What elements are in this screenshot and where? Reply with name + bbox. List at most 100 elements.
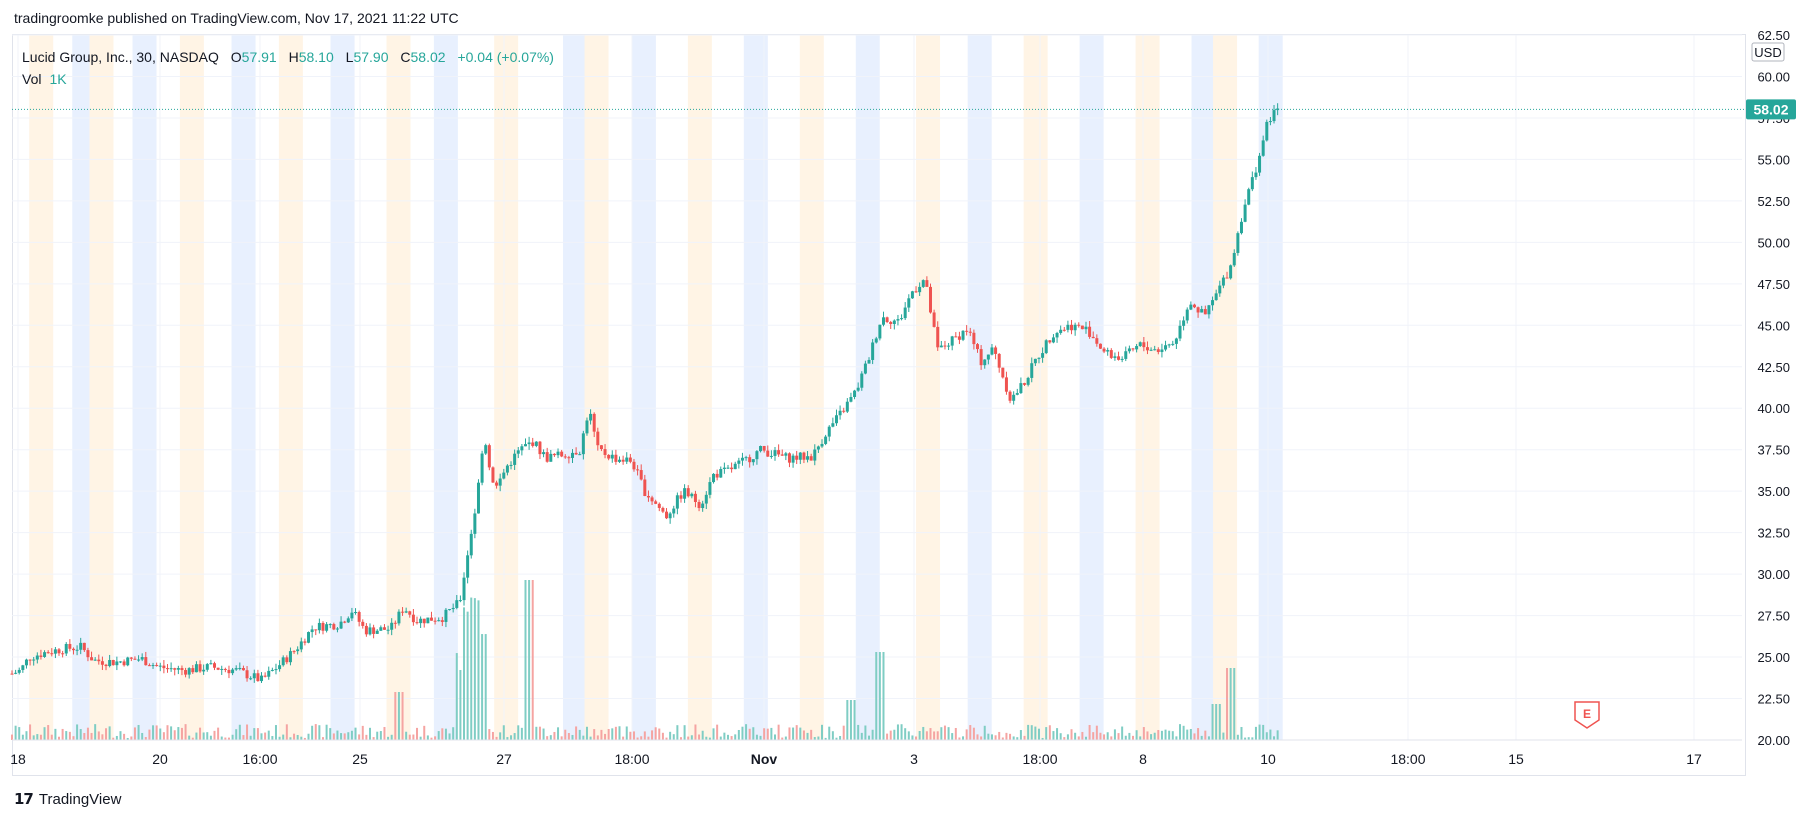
last-price-badge: 58.02 xyxy=(1746,99,1796,120)
publisher-text: tradingroomke published on TradingView.c… xyxy=(14,10,459,26)
volume-bars xyxy=(11,580,1279,740)
volume-bar xyxy=(311,725,314,740)
volume-bar xyxy=(1244,737,1247,740)
volume-bar xyxy=(654,727,657,740)
candle-body xyxy=(570,452,574,458)
volume-bar xyxy=(925,731,928,740)
candle-body xyxy=(585,420,589,434)
candle-body xyxy=(32,659,36,661)
volume-bar xyxy=(940,727,943,740)
candle-body xyxy=(1055,332,1059,338)
volume-bar xyxy=(1077,736,1080,740)
volume-bar xyxy=(423,725,426,740)
candle-body xyxy=(429,617,433,621)
candle-body xyxy=(827,426,831,437)
volume-bar xyxy=(50,734,53,740)
candle-body xyxy=(744,457,748,459)
price-tick-label: 50.00 xyxy=(1757,235,1790,250)
volume-bar xyxy=(726,734,729,740)
volume-bar xyxy=(860,732,863,740)
candle-body xyxy=(1153,349,1157,351)
volume-bar xyxy=(962,736,965,740)
tradingview-brand[interactable]: 17 TradingView xyxy=(14,790,121,808)
volume-bar xyxy=(123,733,126,740)
volume-bar xyxy=(188,735,191,740)
volume-bar xyxy=(759,735,762,740)
candle-body xyxy=(357,612,361,622)
volume-bar xyxy=(137,724,140,740)
candle-body xyxy=(527,442,531,445)
candle-body xyxy=(661,507,665,512)
candle-body xyxy=(411,614,415,623)
candle-body xyxy=(122,661,126,666)
volume-bar xyxy=(658,728,661,740)
candle-body xyxy=(722,467,726,470)
volume-bar xyxy=(401,692,404,740)
candle-body xyxy=(708,482,712,495)
candle-body xyxy=(285,657,289,663)
candle-body xyxy=(379,627,383,631)
price-tick-label: 37.50 xyxy=(1757,443,1790,458)
candle-body xyxy=(751,459,755,463)
candle-body xyxy=(592,413,596,432)
volume-bar xyxy=(278,736,281,740)
candle-body xyxy=(1084,326,1088,330)
volume-bar xyxy=(1240,726,1243,740)
volume-bar xyxy=(1189,728,1192,740)
candle-body xyxy=(1145,347,1149,351)
candle-body xyxy=(476,482,480,514)
volume-bar xyxy=(470,597,473,740)
candle-body xyxy=(415,622,419,624)
volume-bar xyxy=(893,729,896,740)
volume-bar xyxy=(155,725,158,740)
candle-body xyxy=(834,415,838,424)
volume-bar xyxy=(719,736,722,740)
candle-body xyxy=(129,657,133,659)
volume-bar xyxy=(184,724,187,740)
volume-bar xyxy=(983,725,986,740)
volume-bar xyxy=(918,731,921,740)
volume-bar xyxy=(806,732,809,740)
legend-open-label: O xyxy=(230,49,242,65)
candle-body xyxy=(874,338,878,343)
volume-bar xyxy=(1124,735,1127,740)
volume-bar xyxy=(911,735,914,740)
volume-bar xyxy=(661,732,664,740)
candle-body xyxy=(1135,346,1139,350)
volume-bar xyxy=(379,731,382,740)
volume-bar xyxy=(943,725,946,740)
volume-bar xyxy=(484,634,487,740)
volume-bar xyxy=(97,731,100,740)
volume-bar xyxy=(303,737,306,740)
candle-body xyxy=(1239,221,1243,234)
volume-bar xyxy=(607,729,610,740)
volume-bar xyxy=(58,736,61,740)
candle-body xyxy=(885,317,889,322)
time-tick-label: 10 xyxy=(1260,751,1276,767)
candle-body xyxy=(759,445,763,452)
candle-body xyxy=(567,457,571,459)
volume-bar xyxy=(795,725,798,740)
candle-body xyxy=(426,617,430,624)
volume-bar xyxy=(217,727,220,740)
legend-high-label: H xyxy=(288,49,299,65)
candle-body xyxy=(986,354,990,360)
candle-body xyxy=(1272,110,1276,122)
candle-body xyxy=(603,449,607,455)
candle-body xyxy=(907,298,911,308)
candle-body xyxy=(292,651,296,653)
candle-body xyxy=(665,511,669,519)
candle-body xyxy=(1004,377,1008,392)
candle-body xyxy=(386,629,390,631)
volume-bar xyxy=(886,733,889,740)
candle-body xyxy=(560,451,564,457)
session-band xyxy=(916,35,941,740)
volume-bar xyxy=(513,733,516,740)
volume-bar xyxy=(813,737,816,740)
volume-bar xyxy=(173,730,176,740)
time-tick-label: 18:00 xyxy=(614,751,649,767)
volume-bar xyxy=(126,737,129,740)
volume-bar xyxy=(231,734,234,740)
candle-body xyxy=(936,326,940,348)
